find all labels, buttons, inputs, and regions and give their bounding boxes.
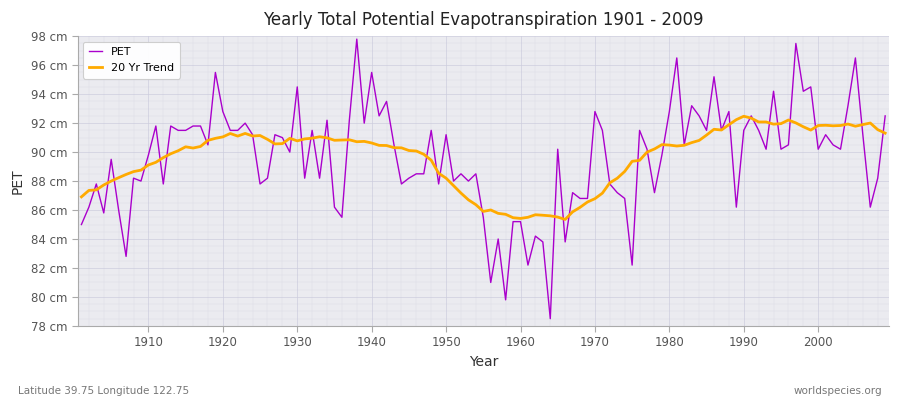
20 Yr Trend	[136, 168, 147, 172]
PET	[880, 114, 891, 118]
Text: worldspecies.org: worldspecies.org	[794, 386, 882, 396]
20 Yr Trend	[76, 194, 86, 199]
X-axis label: Year: Year	[469, 355, 498, 369]
PET	[344, 118, 355, 123]
Title: Yearly Total Potential Evapotranspiration 1901 - 2009: Yearly Total Potential Evapotranspiratio…	[263, 11, 704, 29]
PET	[136, 179, 147, 184]
PET	[515, 219, 526, 224]
Text: Latitude 39.75 Longitude 122.75: Latitude 39.75 Longitude 122.75	[18, 386, 189, 396]
20 Yr Trend	[344, 137, 355, 142]
PET	[619, 196, 630, 201]
20 Yr Trend	[300, 136, 310, 141]
Legend: PET, 20 Yr Trend: PET, 20 Yr Trend	[84, 42, 180, 79]
PET	[523, 263, 534, 268]
20 Yr Trend	[515, 216, 526, 221]
20 Yr Trend	[560, 217, 571, 222]
Line: 20 Yr Trend: 20 Yr Trend	[81, 116, 886, 220]
PET	[76, 222, 86, 227]
20 Yr Trend	[508, 215, 518, 220]
20 Yr Trend	[612, 176, 623, 181]
Y-axis label: PET: PET	[11, 168, 25, 194]
PET	[351, 37, 362, 42]
Line: PET: PET	[81, 39, 886, 319]
20 Yr Trend	[738, 114, 749, 119]
PET	[544, 316, 555, 321]
PET	[300, 176, 310, 180]
20 Yr Trend	[880, 131, 891, 136]
